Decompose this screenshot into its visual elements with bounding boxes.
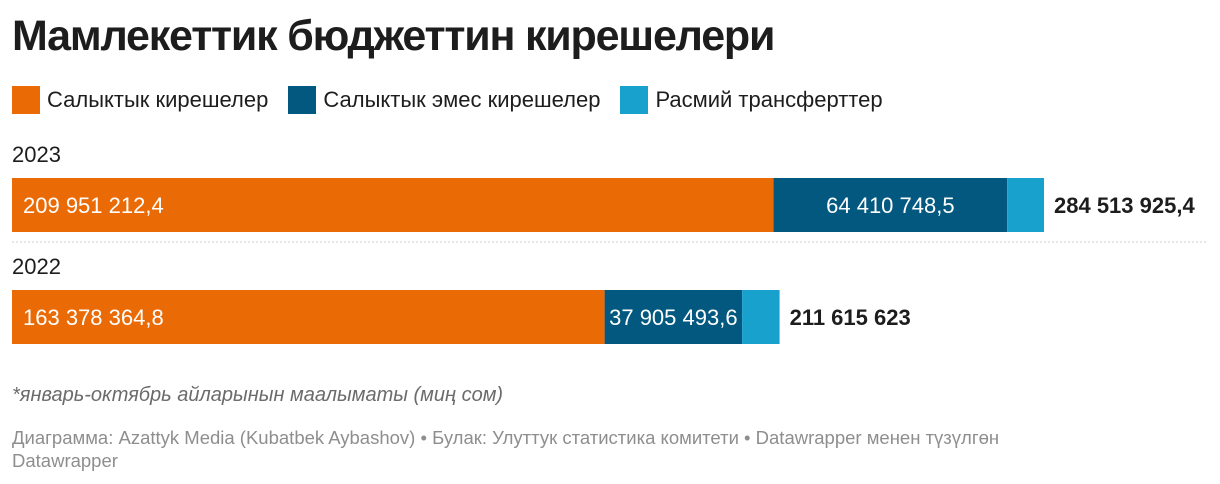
legend-swatch-tax-revenue: [12, 86, 40, 114]
chart-source: Диаграмма: Azattyk Media (Kubatbek Aybas…: [12, 426, 1212, 472]
total-label-2022: 211 615 623: [790, 305, 911, 330]
stacked-bar-chart: 2023 209 951 212,4 64 410 748,5 284 513 925…: [12, 142, 1208, 344]
bar-segment-2022-tax-revenue: [12, 290, 605, 344]
category-label-2022: 2022: [12, 254, 61, 279]
data-label-2023-tax-revenue: 209 951 212,4: [23, 193, 164, 218]
data-label-2022-tax-revenue: 163 378 364,8: [23, 305, 164, 330]
legend-item-tax-revenue: Салыктык кирешелер: [12, 86, 268, 114]
credit-text: Datawrapper: [12, 450, 118, 471]
legend-swatch-non-tax-revenue: [288, 86, 317, 114]
chart-title: Мамлекеттик бюджеттин кирешелери: [12, 12, 775, 60]
legend-label-non-tax-revenue: Салыктык эмес кирешелер: [323, 87, 601, 112]
chart-notes: *январь-октябрь айларынын маалыматы (миң…: [12, 384, 504, 406]
legend-item-non-tax-revenue: Салыктык эмес кирешелер: [288, 86, 600, 114]
data-label-2023-non-tax-revenue: 64 410 748,5: [826, 193, 954, 218]
bar-segment-2022-official-transfers: [742, 290, 780, 344]
bar-segment-2023-official-transfers: [1007, 178, 1044, 232]
category-label-2023: 2023: [12, 142, 61, 167]
source-text: Диаграмма: Azattyk Media (Kubatbek Aybas…: [12, 427, 1000, 448]
bar-segment-2023-tax-revenue: [12, 178, 774, 232]
legend: Салыктык кирешелер Салыктык эмес кирешел…: [12, 84, 903, 116]
legend-swatch-official-transfers: [620, 86, 649, 114]
bar-segment-2023-non-tax-revenue: [773, 178, 1008, 232]
legend-label-official-transfers: Расмий трансферттер: [655, 87, 883, 112]
data-label-2022-non-tax-revenue: 37 905 493,6: [609, 305, 737, 330]
legend-item-official-transfers: Расмий трансферттер: [620, 86, 883, 114]
bar-segment-2022-non-tax-revenue: [604, 290, 743, 344]
total-label-2023: 284 513 925,4: [1054, 193, 1195, 218]
legend-label-tax-revenue: Салыктык кирешелер: [47, 87, 269, 112]
